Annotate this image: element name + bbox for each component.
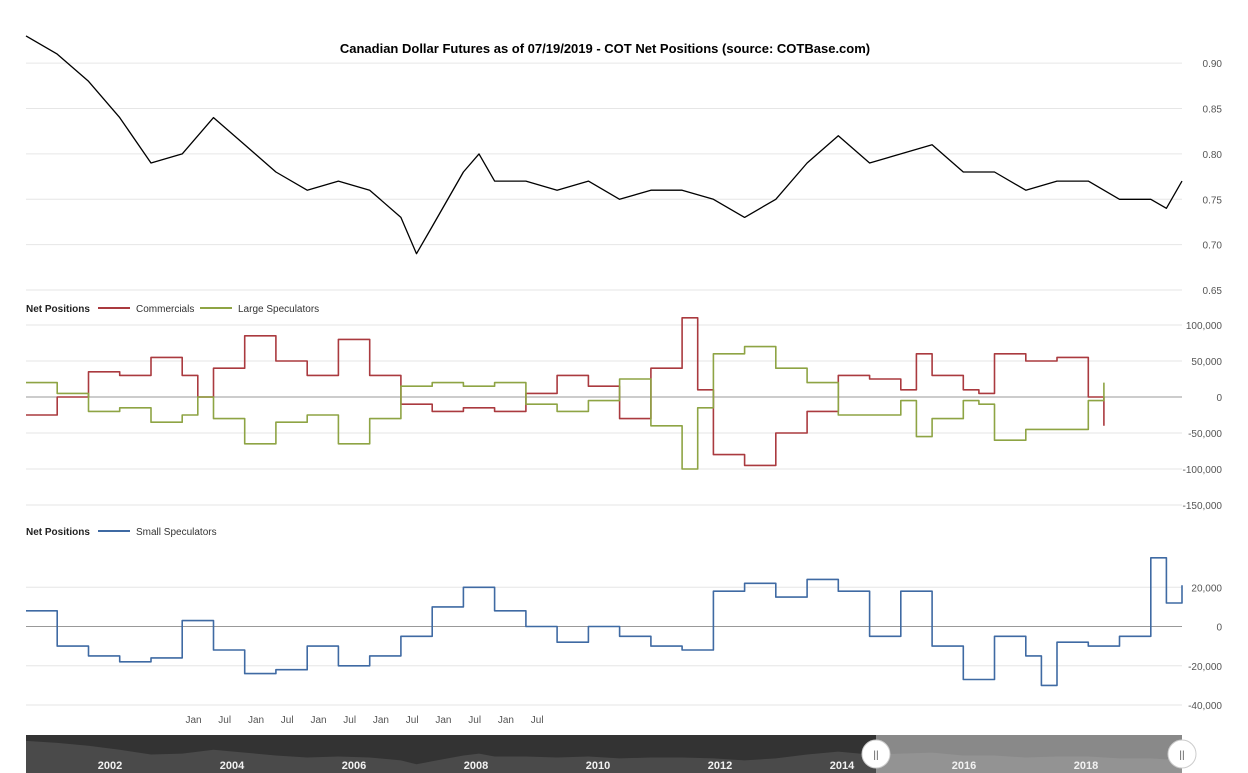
y-tick-label: -20,000	[1188, 662, 1222, 673]
y-tick-label: 20,000	[1191, 583, 1222, 594]
handle-grip-icon: ||	[873, 750, 878, 761]
handle-grip-icon: ||	[1179, 750, 1184, 761]
navigator-year-label: 2002	[98, 760, 122, 772]
large-speculators-series-line	[26, 345, 1105, 470]
commercials-series-line	[26, 317, 1105, 467]
y-tick-label: -100,000	[1183, 465, 1223, 476]
y-tick-label: -40,000	[1188, 701, 1222, 712]
y-tick-label: 0.70	[1203, 241, 1223, 252]
legend-item-commercials[interactable]: Commercials	[136, 304, 194, 315]
y-tick-label: 0.80	[1203, 150, 1223, 161]
legend-heading: Net Positions	[26, 304, 90, 315]
legend-item-small-speculators[interactable]: Small Speculators	[136, 527, 217, 538]
chart-title: Canadian Dollar Futures as of 07/19/2019…	[340, 41, 870, 56]
navigator-year-label: 2014	[830, 760, 855, 772]
navigator-handle-left[interactable]: ||	[861, 739, 891, 769]
navigator-handle-right[interactable]: ||	[1167, 739, 1197, 769]
navigator-year-label: 2010	[586, 760, 610, 772]
x-tick-label: Jul	[218, 715, 231, 726]
price-series-line	[25, 35, 1183, 255]
y-tick-label: 0	[1216, 623, 1222, 634]
legend-heading: Net Positions	[26, 527, 90, 538]
x-tick-label: Jul	[343, 715, 356, 726]
navigator-year-label: 2016	[952, 760, 976, 772]
navigator-year-label: 2004	[220, 760, 245, 772]
navigator-selected-range[interactable]	[876, 735, 1182, 773]
y-tick-label: -150,000	[1183, 501, 1223, 512]
x-tick-label: Jul	[468, 715, 481, 726]
x-tick-label: Jan	[373, 715, 389, 726]
navigator-year-label: 2012	[708, 760, 732, 772]
navigator-year-label: 2018	[1074, 760, 1098, 772]
x-tick-label: Jan	[248, 715, 264, 726]
x-tick-label: Jan	[310, 715, 326, 726]
price-panel: 0.90 0.85 0.80 0.75 0.70 0.65	[25, 35, 1223, 297]
x-tick-label: Jan	[498, 715, 514, 726]
legend-net-positions-2: Net Positions Small Speculators	[26, 527, 217, 538]
y-tick-label: 100,000	[1186, 321, 1223, 332]
y-tick-label: 0.75	[1203, 195, 1223, 206]
navigator-year-label: 2006	[342, 760, 366, 772]
small-speculators-series-line	[26, 557, 1183, 687]
x-tick-label: Jan	[185, 715, 201, 726]
x-tick-label: Jul	[281, 715, 294, 726]
net-positions-panel: 100,000 50,000 0 -50,000 -100,000 -150,000	[25, 317, 1223, 512]
y-tick-label: -50,000	[1188, 429, 1222, 440]
navigator-year-label: 2008	[464, 760, 488, 772]
x-tick-label: Jan	[435, 715, 451, 726]
y-tick-label: 0.90	[1203, 59, 1223, 70]
legend-item-large-speculators[interactable]: Large Speculators	[238, 304, 319, 315]
x-tick-label: Jul	[406, 715, 419, 726]
y-tick-label: 0.85	[1203, 105, 1223, 116]
y-tick-label: 50,000	[1191, 357, 1222, 368]
y-tick-label: 0.65	[1203, 286, 1223, 297]
y-tick-label: 0	[1216, 393, 1222, 404]
legend-net-positions-1: Net Positions Commercials Large Speculat…	[26, 304, 319, 315]
x-tick-label: Jul	[531, 715, 544, 726]
small-speculators-panel: 20,000 0 -20,000 -40,000	[25, 557, 1222, 712]
range-navigator[interactable]: 2002 2004 2006 2008 2010 2012 2014 2016 2018 || …	[26, 735, 1197, 773]
